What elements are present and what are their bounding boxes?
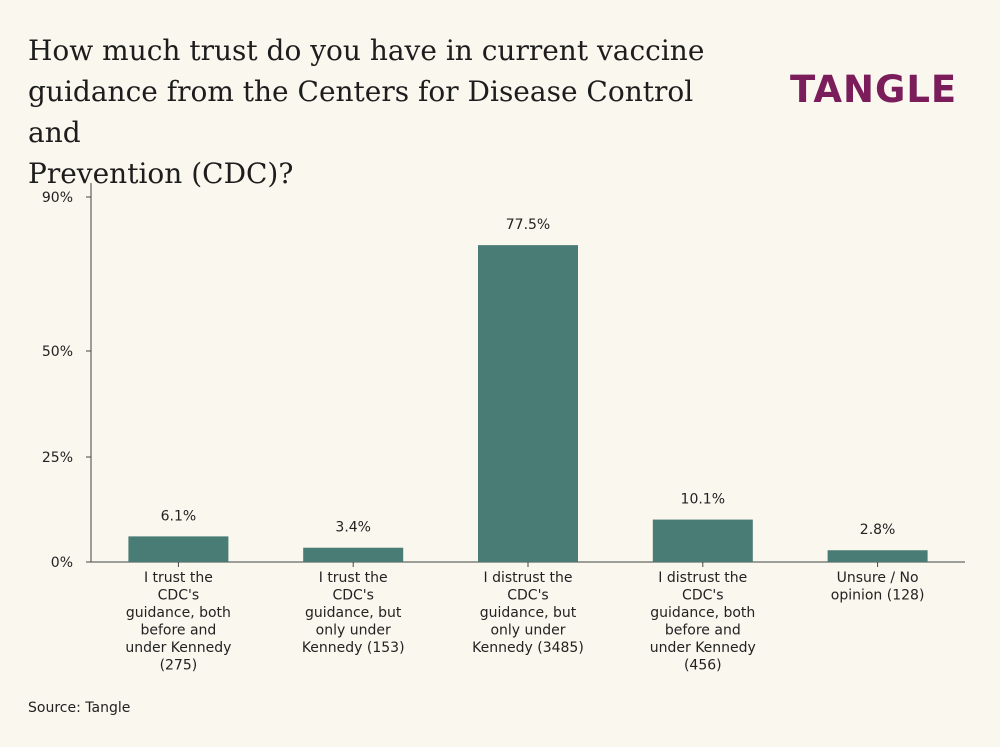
data-label: 2.8%: [860, 522, 896, 538]
data-label: 3.4%: [335, 520, 371, 536]
y-tick-label: 25%: [42, 450, 73, 466]
data-label: 6.1%: [161, 508, 197, 524]
source-note: Source: Tangle: [28, 700, 131, 716]
x-tick-label: I distrust the CDC's guidance, but only und…: [472, 570, 584, 656]
data-label: 77.5%: [506, 217, 550, 233]
bar: [478, 245, 578, 562]
x-tick-label: I distrust the CDC's guidance, both before …: [650, 570, 756, 674]
bar: [128, 536, 229, 562]
data-label: 10.1%: [681, 492, 725, 508]
y-tick-label: 0%: [51, 555, 73, 571]
y-tick-label: 90%: [42, 190, 73, 206]
y-tick-label: 50%: [42, 344, 73, 360]
bar: [827, 550, 928, 562]
tangle-logo: TANGLE: [790, 68, 958, 111]
chart-title: How much trust do you have in current va…: [28, 34, 705, 190]
bar: [652, 519, 753, 562]
bar: [303, 547, 404, 562]
x-tick-label: I trust the CDC's guidance, both before and…: [125, 570, 231, 674]
x-tick-label: Unsure / No opinion (128): [831, 570, 925, 604]
x-tick-label: I trust the CDC's guidance, but only under K…: [302, 570, 405, 656]
